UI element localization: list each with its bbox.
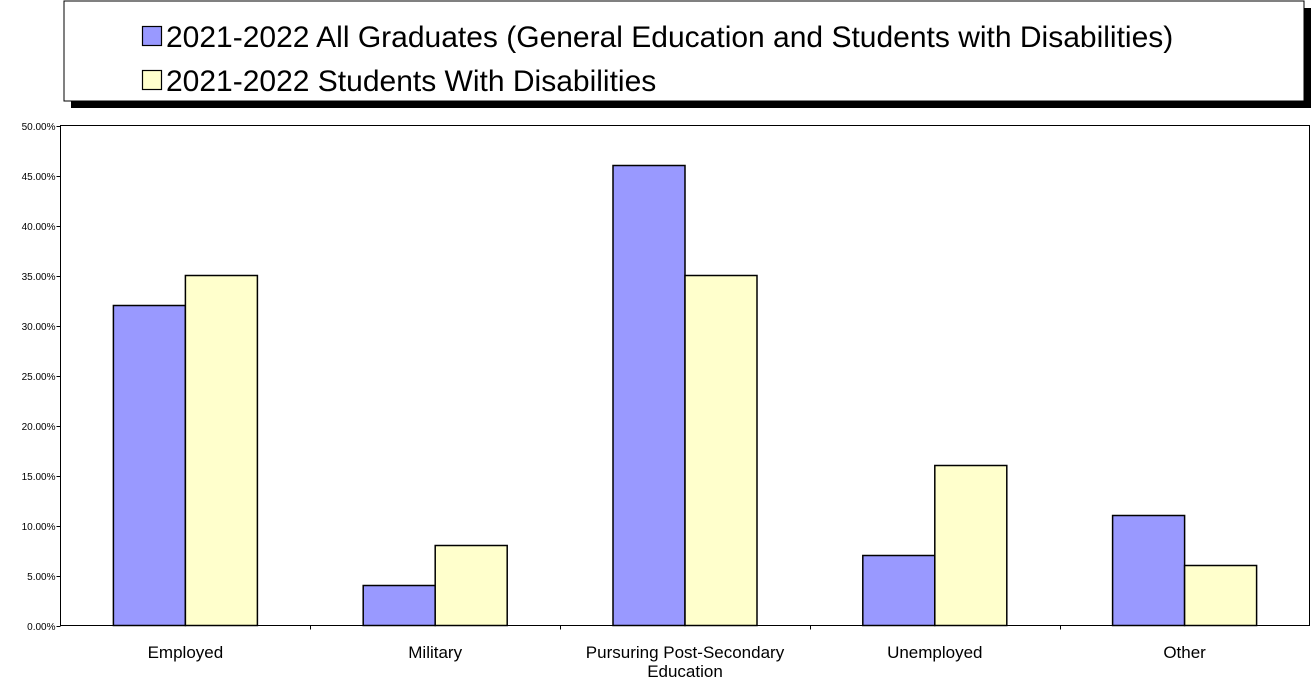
- bar: [862, 554, 936, 627]
- bar: [934, 464, 1008, 627]
- legend-label: 2021-2022 Students With Disabilities: [166, 65, 656, 98]
- bar: [434, 544, 508, 627]
- y-tick-label: 25.00%: [22, 372, 56, 383]
- legend-swatch: [141, 25, 163, 47]
- legend-label: 2021-2022 All Graduates (General Educati…: [166, 21, 1173, 54]
- y-tick-label: 0.00%: [27, 622, 55, 633]
- y-tick-label: 15.00%: [22, 472, 56, 483]
- y-tick-label: 30.00%: [22, 322, 56, 333]
- legend-swatch: [141, 69, 163, 91]
- y-tick-label: 10.00%: [22, 522, 56, 533]
- bar: [1183, 564, 1258, 627]
- bar: [112, 304, 187, 627]
- bar: [612, 164, 686, 627]
- x-tick-label: Military: [408, 643, 462, 662]
- bar: [684, 274, 758, 627]
- y-tick-label: 50.00%: [22, 122, 56, 133]
- x-tick-label: Unemployed: [887, 643, 982, 662]
- bar: [362, 584, 436, 627]
- x-tick-label: Employed: [148, 643, 224, 662]
- legend-box: [63, 0, 1305, 102]
- plot-area: 0.00% 5.00% 10.00% 15.00% 20.00% 25.00% 30.00%…: [22, 122, 1310, 681]
- y-tick-label: 20.00%: [22, 422, 56, 433]
- legend: 2021-2022 All Graduates (General Educati…: [63, 0, 1311, 108]
- y-tick-label: 35.00%: [22, 272, 56, 283]
- y-tick-label: 40.00%: [22, 222, 56, 233]
- x-tick-label: Other: [1163, 643, 1206, 662]
- y-tick-label: 5.00%: [27, 572, 55, 583]
- y-tick-label: 45.00%: [22, 172, 56, 183]
- x-tick-label: Pursuring Post-Secondary Education: [586, 643, 785, 681]
- bar: [184, 274, 259, 627]
- bar: [1111, 514, 1186, 627]
